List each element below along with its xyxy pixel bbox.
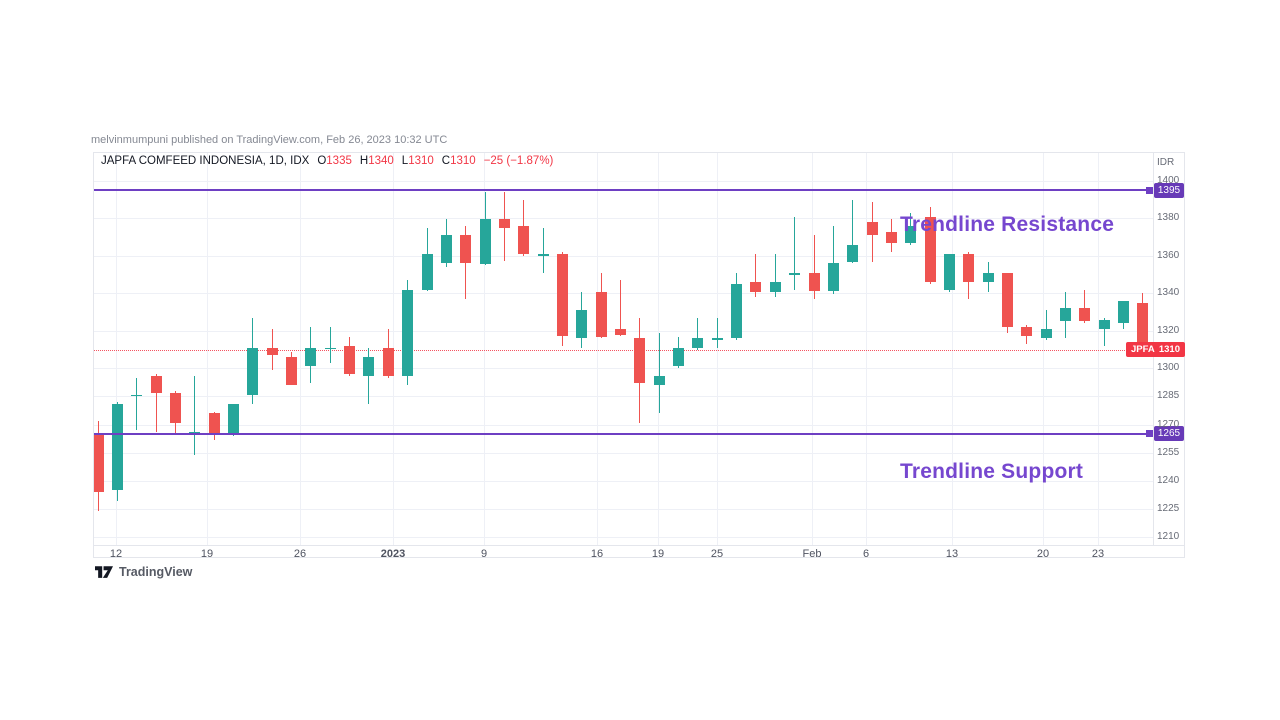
legend-ohlc-letter: O: [317, 155, 327, 167]
legend-ohlc-value: 1310: [450, 155, 476, 167]
price-tick-label[interactable]: 1380: [1157, 212, 1180, 224]
last-price-tag-value: 1310: [1158, 344, 1180, 356]
trendline-price-tag: 1265: [1154, 426, 1184, 442]
time-tick-label[interactable]: 12: [109, 548, 123, 560]
time-tick-label[interactable]: 9: [480, 548, 488, 560]
time-tick-label[interactable]: Feb: [802, 548, 822, 560]
trendline-resistance-label[interactable]: Trendline Resistance: [900, 213, 1115, 236]
trendline-price-tag: 1395: [1154, 182, 1184, 198]
ohlc-values: O1335 H1340 L1310 C1310: [309, 155, 475, 167]
time-tick-label[interactable]: 25: [710, 548, 724, 560]
price-tick-label[interactable]: 1255: [1157, 446, 1180, 458]
tradingview-logo-icon: [95, 565, 113, 578]
last-price-tag-symbol: JPFA: [1131, 344, 1155, 356]
price-tick-label[interactable]: 1225: [1157, 502, 1180, 514]
time-tick-label[interactable]: 13: [945, 548, 959, 560]
time-tick-label[interactable]: 19: [200, 548, 214, 560]
price-tick-label[interactable]: 1270: [1157, 418, 1180, 430]
tradingview-brand-text: TradingView: [119, 565, 193, 579]
price-tick-label[interactable]: 1320: [1157, 324, 1180, 336]
last-price-tag: JPFA 1310: [1126, 342, 1185, 358]
price-tick-label[interactable]: 1210: [1157, 531, 1180, 542]
chart-plot-area[interactable]: [93, 152, 1153, 545]
currency-label: IDR: [1157, 157, 1175, 168]
time-tick-label[interactable]: 6: [862, 548, 870, 560]
legend-ohlc-letter: H: [359, 155, 369, 167]
tradingview-footer-link[interactable]: TradingView: [95, 565, 192, 579]
time-tick-label[interactable]: 23: [1091, 548, 1105, 560]
price-tick-label[interactable]: 1340: [1157, 287, 1180, 299]
time-tick-label[interactable]: 20: [1036, 548, 1050, 560]
legend-ohlc-letter: L: [401, 155, 409, 167]
symbol-legend: JAPFA COMFEED INDONESIA, 1D, IDX O1335 H13…: [101, 155, 553, 167]
price-tick-label[interactable]: 1360: [1157, 249, 1180, 261]
price-tick-label[interactable]: 1400: [1157, 175, 1180, 186]
price-tick-label[interactable]: 1240: [1157, 474, 1180, 486]
price-tick-label[interactable]: 1285: [1157, 390, 1180, 402]
time-axis-separator: [93, 545, 1185, 546]
legend-ohlc-letter: C: [441, 155, 451, 167]
time-tick-label[interactable]: 2023: [380, 548, 406, 560]
attribution-text: melvinmumpuni published on TradingView.c…: [91, 134, 448, 146]
trendline-support-label[interactable]: Trendline Support: [900, 460, 1084, 483]
time-tick-label[interactable]: 26: [293, 548, 307, 560]
legend-ohlc-value: 1335: [326, 155, 352, 167]
price-tick-label[interactable]: 1300: [1157, 362, 1180, 374]
time-tick-label[interactable]: 16: [590, 548, 604, 560]
change-value: −25 (−1.87%): [483, 155, 554, 167]
legend-ohlc-value: 1340: [368, 155, 394, 167]
legend-ohlc-value: 1310: [408, 155, 434, 167]
symbol-title: JAPFA COMFEED INDONESIA, 1D, IDX: [101, 155, 310, 167]
time-tick-label[interactable]: 19: [651, 548, 665, 560]
